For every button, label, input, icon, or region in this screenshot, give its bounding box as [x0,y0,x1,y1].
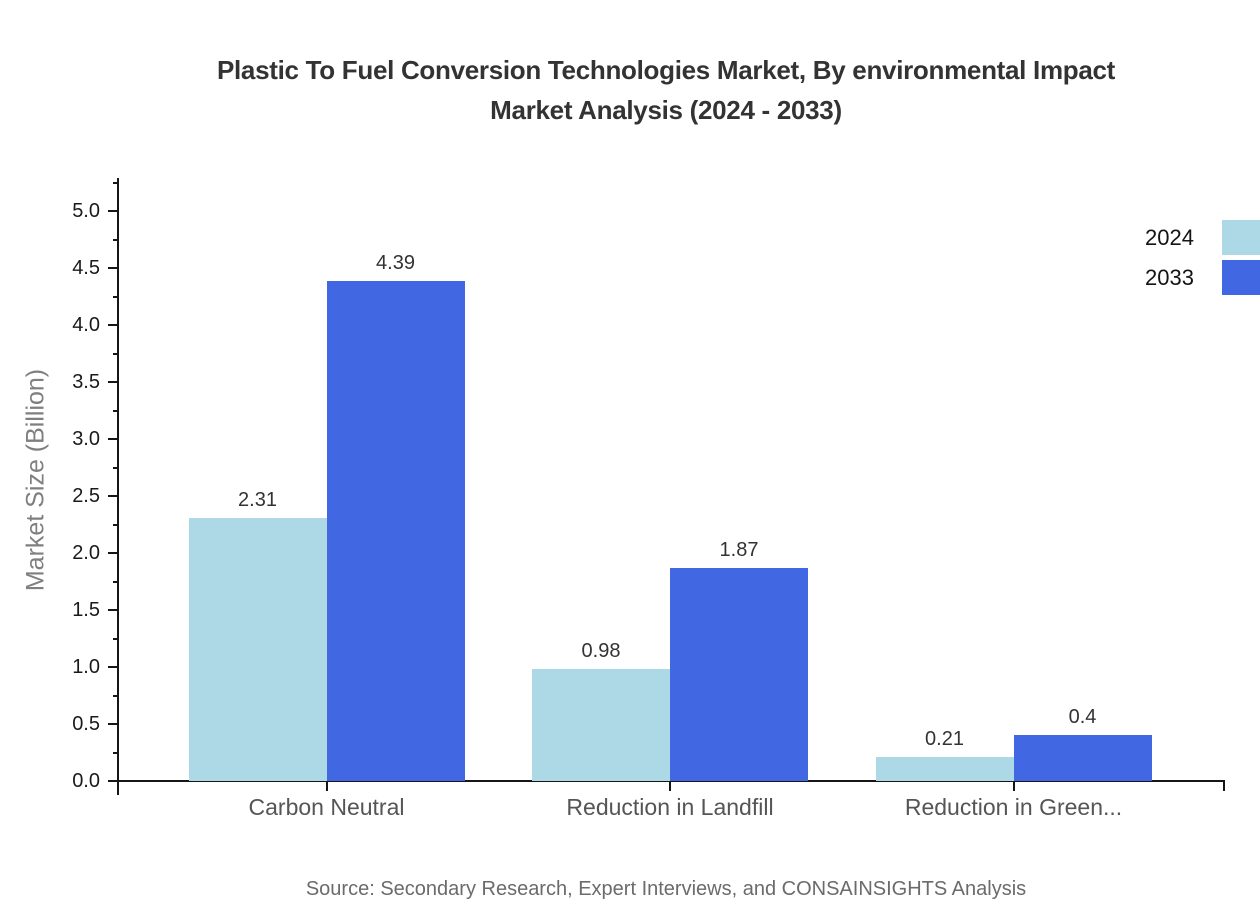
bar-value-label: 2.31 [238,489,277,511]
x-category-label: Carbon Neutral [248,794,405,820]
chart-title: Plastic To Fuel Conversion Technologies … [80,50,1252,130]
x-axis-end-tick [117,782,119,791]
y-major-tick [108,324,118,326]
y-minor-tick [113,181,118,184]
bar-2024-2 [875,757,1014,781]
y-minor-tick [113,466,118,469]
legend: 2024 2033 [1145,220,1260,295]
y-major-tick [108,267,118,269]
y-minor-tick [113,295,118,298]
y-minor-tick [113,637,118,640]
x-category-label: Reduction in Green... [904,794,1123,820]
y-axis-line [117,178,119,795]
y-minor-tick [113,523,118,526]
bar-value-label: 0.98 [581,640,621,662]
bar-2024-0 [188,518,327,781]
y-major-tick [108,210,118,212]
y-tick-label: 5.0 [72,200,100,222]
y-tick-label: 4.5 [72,257,100,279]
legend-item-2033: 2033 [1145,260,1260,295]
y-major-tick [108,552,118,554]
y-tick-label: 1.0 [72,656,100,678]
chart-title-line2: Market Analysis (2024 - 2033) [490,95,842,125]
y-minor-tick [113,352,118,355]
y-minor-tick [113,751,118,754]
legend-label-2033: 2033 [1145,264,1194,290]
source-note: Source: Secondary Research, Expert Inter… [305,878,1027,900]
x-axis-line [117,780,1225,782]
y-major-tick [108,438,118,440]
bar-value-label: 1.87 [719,539,759,561]
y-tick-label: 0.0 [72,770,100,792]
y-minor-tick [113,238,118,241]
x-category-tick [1012,782,1015,791]
x-category-tick [325,782,328,791]
y-tick-label: 0.5 [72,713,100,735]
y-minor-tick [113,694,118,697]
y-tick-label: 2.5 [72,485,100,507]
y-major-tick [108,609,118,611]
y-tick-label: 3.5 [72,371,100,393]
legend-swatch-2033 [1222,260,1260,295]
bar-value-label: 4.39 [376,252,415,274]
bar-2024-1 [532,669,670,781]
y-tick-label: 1.5 [72,599,100,621]
y-tick-label: 4.0 [72,314,100,336]
legend-item-2024: 2024 [1145,220,1260,255]
y-minor-tick [113,580,118,583]
y-minor-tick [113,409,118,412]
y-major-tick [108,666,118,668]
y-major-tick [108,495,118,497]
legend-label-2024: 2024 [1145,224,1194,250]
bar-value-label: 0.4 [1068,706,1097,728]
bar-value-label: 0.21 [925,728,964,750]
y-tick-label: 2.0 [72,542,100,564]
legend-swatch-2024 [1222,220,1260,255]
bar-2033-0 [326,281,465,781]
chart-title-line1: Plastic To Fuel Conversion Technologies … [216,55,1116,85]
y-tick-label: 3.0 [72,428,100,450]
y-major-tick [108,381,118,383]
x-category-label: Reduction in Landfill [566,794,774,820]
x-axis-end-tick [1223,782,1225,791]
y-major-tick [108,723,118,725]
bar-2033-1 [670,568,808,781]
x-category-tick [669,782,671,791]
y-major-tick [108,780,118,782]
bar-2033-2 [1013,735,1152,781]
